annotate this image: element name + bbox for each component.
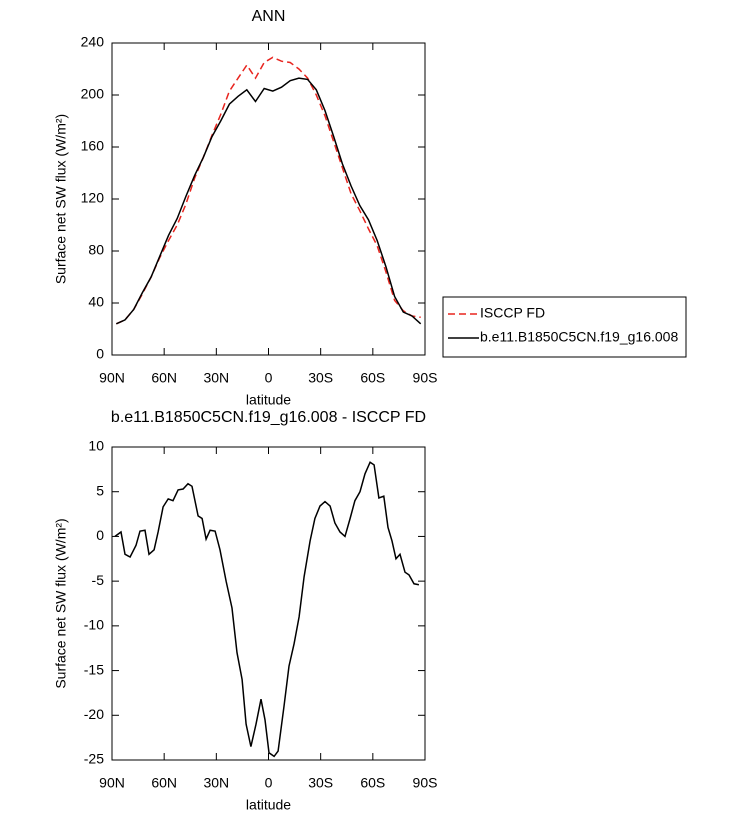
y-tick-label: 240: [81, 34, 105, 50]
data-line: [115, 56, 421, 325]
y-tick-label: 160: [81, 138, 105, 154]
x-tick-label: 60S: [360, 775, 385, 791]
y-tick-label: 200: [81, 86, 105, 102]
data-line: [115, 77, 422, 325]
x-tick-label: 90S: [413, 775, 438, 791]
legend-label: b.e11.B1850C5CN.f19_g16.008: [480, 329, 678, 345]
x-tick-label: 30N: [203, 370, 229, 386]
x-tick-label: 90S: [413, 370, 438, 386]
legend: ISCCP FD b.e11.B1850C5CN.f19_g16.008: [442, 296, 687, 358]
y-axis-label: Surface net SW flux (W/m²): [53, 114, 69, 284]
x-tick-label: 60N: [151, 370, 177, 386]
x-tick-label: 0: [265, 370, 273, 386]
x-axis-label: latitude: [246, 392, 291, 408]
data-line: [114, 461, 420, 758]
x-tick-label: 0: [265, 775, 273, 791]
x-tick-label: 90N: [99, 775, 125, 791]
y-tick-label: 0: [96, 346, 104, 362]
legend-box: [442, 296, 687, 358]
x-tick-label: 90N: [99, 370, 125, 386]
y-tick-label: 10: [88, 438, 104, 454]
legend-label: ISCCP FD: [480, 305, 545, 321]
x-axis-label: latitude: [246, 797, 291, 813]
x-tick-label: 30S: [308, 370, 333, 386]
y-tick-label: 120: [81, 190, 105, 206]
x-tick-label: 60N: [151, 775, 177, 791]
x-tick-label: 60S: [360, 370, 385, 386]
y-axis-label: Surface net SW flux (W/m²): [53, 518, 69, 688]
y-tick-label: -5: [92, 572, 105, 588]
y-tick-label: -10: [84, 617, 104, 633]
y-tick-label: 40: [88, 294, 104, 310]
y-tick-label: -20: [84, 706, 104, 722]
chart-title: b.e11.B1850C5CN.f19_g16.008 - ISCCP FD: [111, 409, 426, 426]
x-tick-label: 30N: [203, 775, 229, 791]
chart-title: ANN: [252, 8, 286, 25]
y-tick-label: 0: [96, 527, 104, 543]
y-tick-label: -15: [84, 661, 104, 677]
y-tick-label: 5: [96, 482, 104, 498]
x-tick-label: 30S: [308, 775, 333, 791]
y-tick-label: -25: [84, 751, 104, 767]
y-tick-label: 80: [88, 242, 104, 258]
